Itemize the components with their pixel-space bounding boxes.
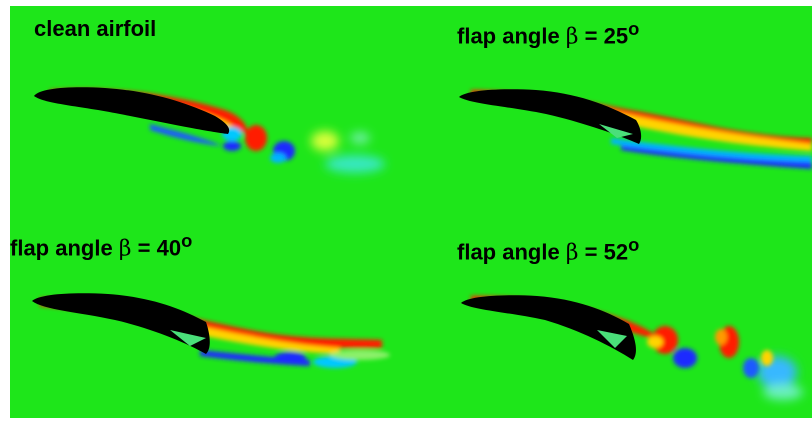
flow-field-clean xyxy=(34,87,385,173)
label-flap-52: flap angle β = 52o xyxy=(457,234,640,266)
label-flap-40: flap angle β = 40o xyxy=(10,230,193,262)
label-flap-25: flap angle β = 25o xyxy=(457,18,640,50)
airfoil-clean xyxy=(34,87,230,134)
flap-gap-25 xyxy=(599,124,633,138)
flap-gap-40 xyxy=(170,330,206,346)
airfoil-flap-25 xyxy=(459,89,642,144)
wake-vortices-far xyxy=(311,131,385,173)
panel-flap-52: flap angle β = 52o xyxy=(411,212,812,418)
flap-gap-52 xyxy=(597,330,627,348)
panel-grid: clean airfoil flap angle β = 25o xyxy=(10,6,812,418)
flow-field-flap-52 xyxy=(461,295,803,400)
label-clean-airfoil: clean airfoil xyxy=(34,16,157,41)
airfoil-flap-52 xyxy=(461,295,636,360)
panel-flap-25: flap angle β = 25o xyxy=(411,6,812,212)
panel-flap-40: flap angle β = 40o xyxy=(10,212,411,418)
panel-clean-airfoil: clean airfoil xyxy=(10,6,411,212)
flow-field-flap-25 xyxy=(459,89,812,169)
airfoil-flap-40 xyxy=(32,293,210,354)
flow-field-flap-40 xyxy=(32,293,390,368)
